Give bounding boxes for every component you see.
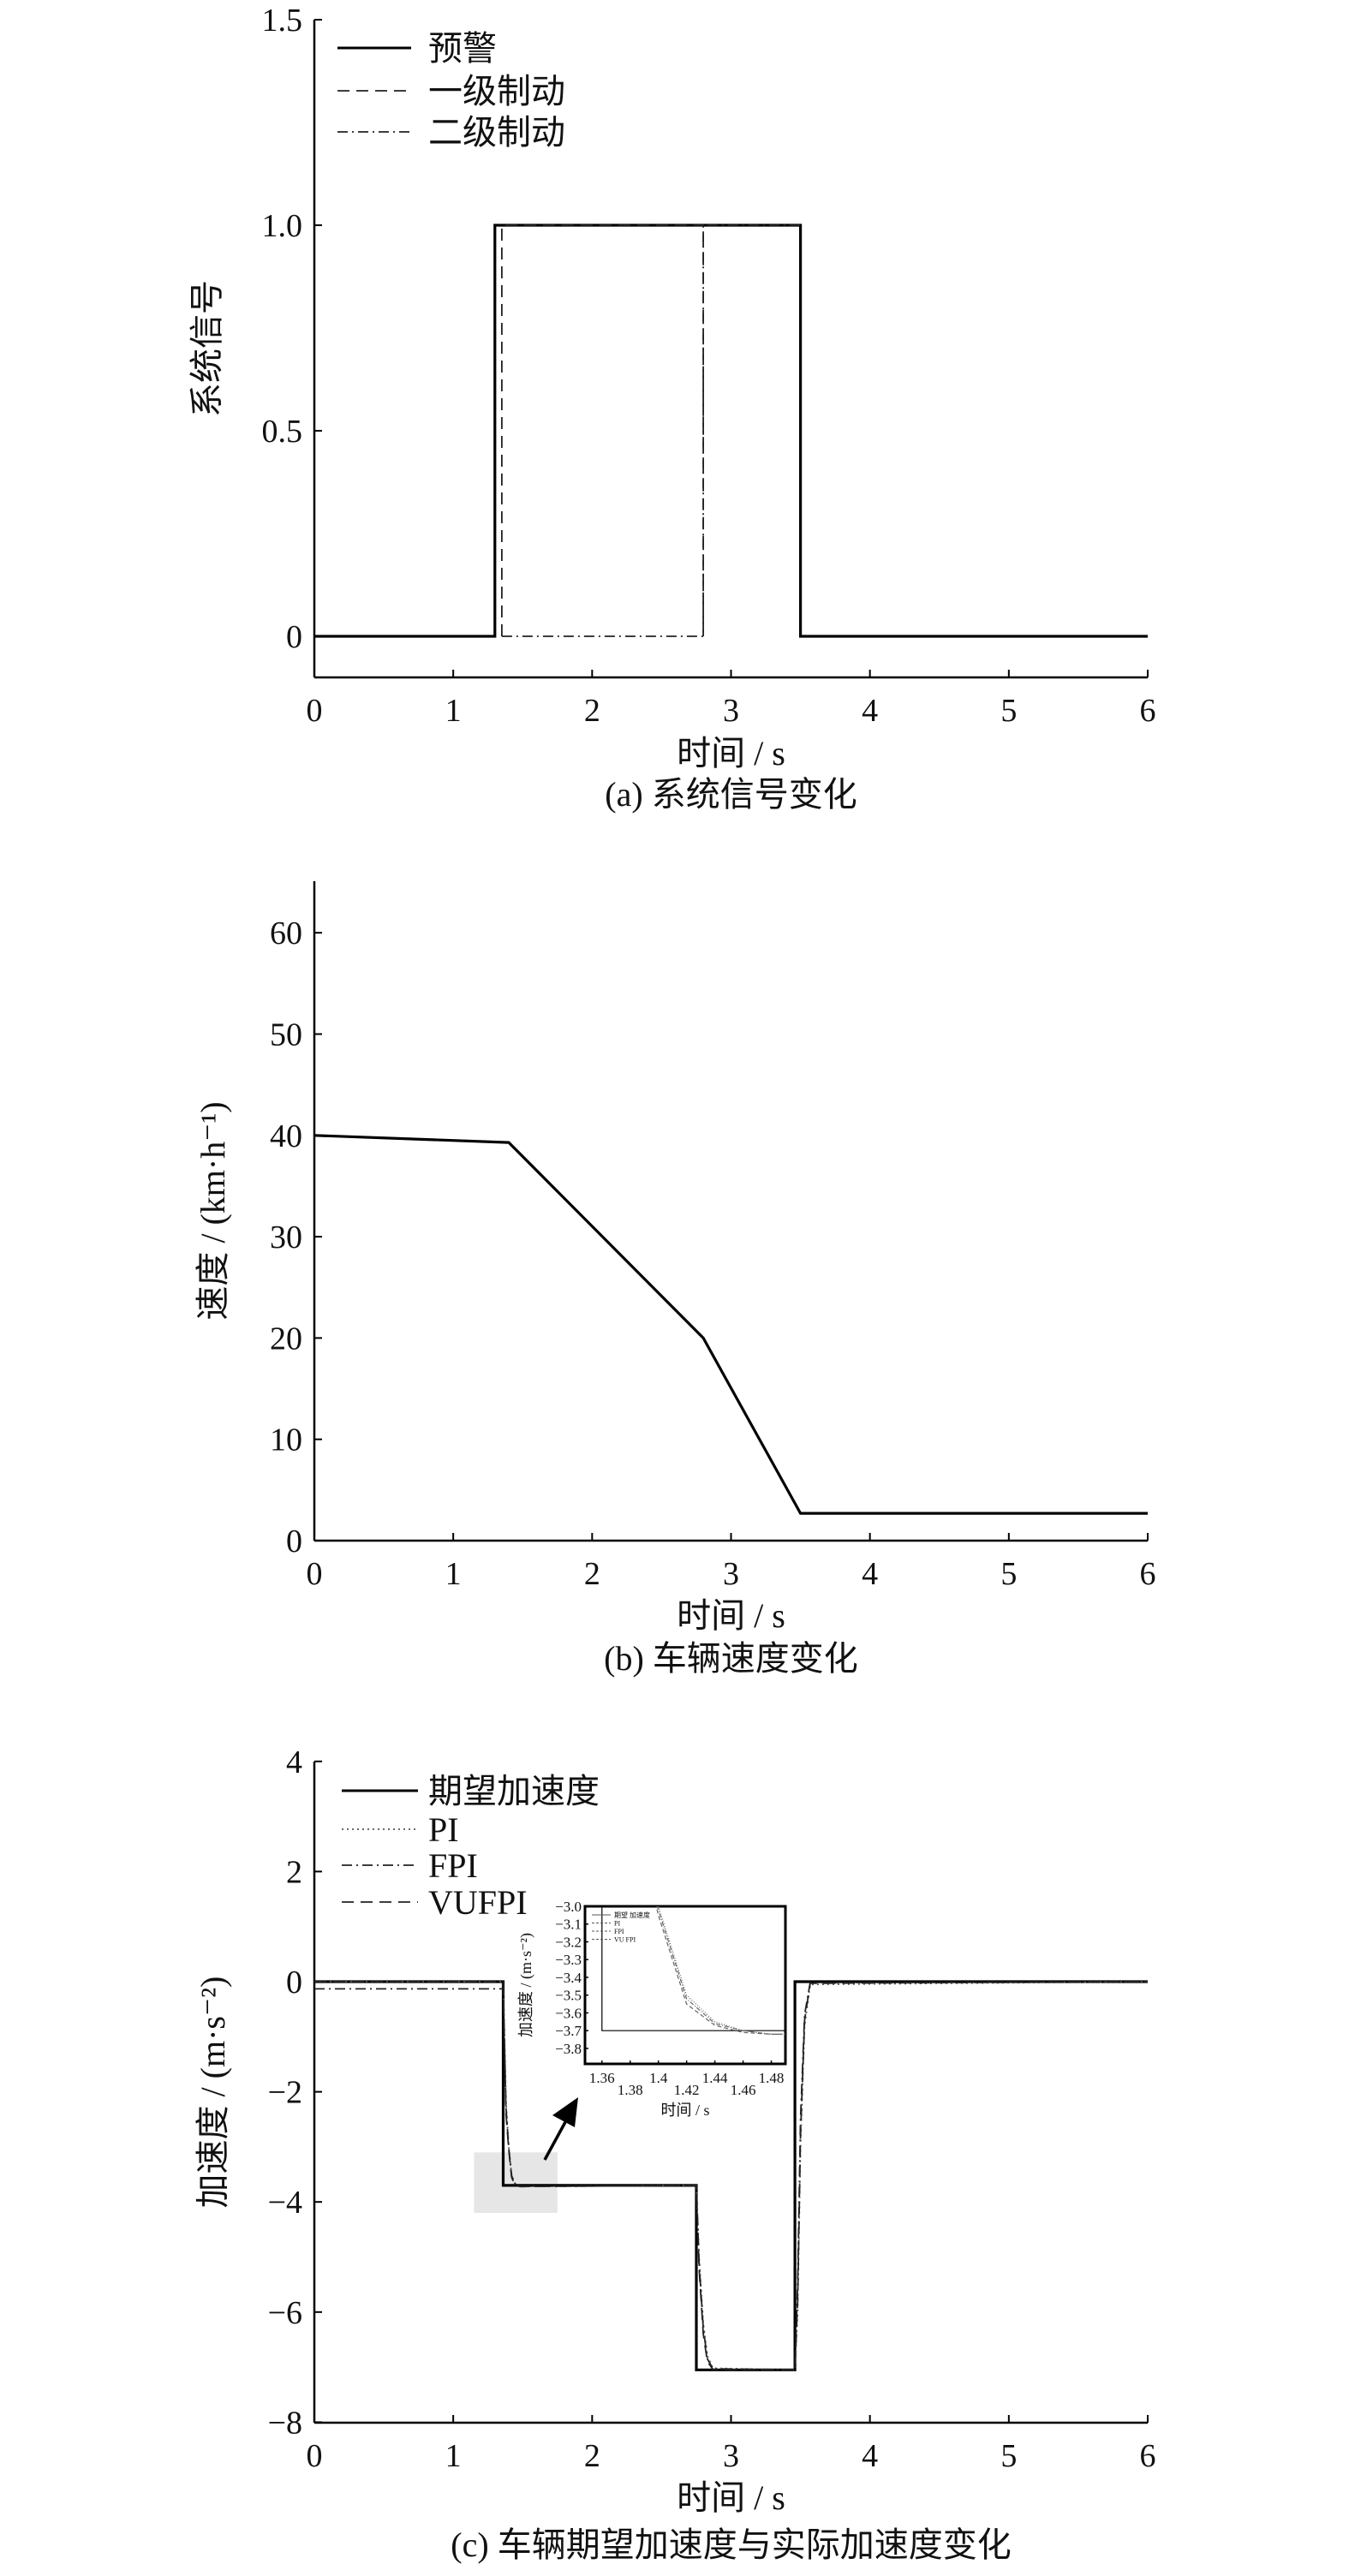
legend-label: 期望加速度	[428, 1772, 600, 1810]
inset-x-tick-label: 1.36	[589, 2070, 615, 2086]
x-tick-label: 5	[1000, 693, 1017, 729]
y-tick-label: −6	[268, 2295, 302, 2331]
x-tick-label: 5	[1000, 1556, 1017, 1592]
inset-legend-label: VU FPI	[614, 1936, 636, 1944]
y-tick-label: 1.5	[262, 3, 303, 39]
x-tick-label: 3	[723, 2438, 739, 2474]
y-tick-label: 0.5	[262, 414, 303, 450]
inset-chart: 1.361.38 1.4 1.421.441.461.48 −3.0 −3.1−3.2 −…	[517, 1899, 787, 2161]
inset-x-axis-label: 时间 / s	[660, 2102, 709, 2119]
y-tick-label: −8	[268, 2405, 302, 2441]
chart-caption: (a) 系统信号变化	[605, 775, 857, 814]
inset-y-tick-label: −3.0	[555, 1899, 582, 1915]
y-tick-label: 1.0	[262, 208, 303, 244]
inset-y-tick-label: −3.6	[555, 2005, 582, 2021]
inset-x-tick-label: 1.44	[702, 2070, 728, 2086]
x-tick-label: 0	[307, 1556, 323, 1592]
x-axis-label: 时间 / s	[677, 734, 785, 772]
series-line-一级制动	[501, 224, 704, 636]
x-axis-label: 时间 / s	[677, 2478, 785, 2517]
x-tick-label: 1	[445, 1556, 462, 1592]
inset-frame	[583, 1905, 787, 2066]
x-tick-label: 0	[307, 693, 323, 729]
y-tick-label: 50	[270, 1017, 302, 1053]
x-tick-label: 4	[862, 2438, 878, 2474]
y-axis-label: 速度 / (km·h⁻¹)	[194, 1101, 232, 1320]
legend-label: FPI	[428, 1846, 478, 1885]
inset-y-tick-label: −3.1	[555, 1917, 582, 1933]
inset-legend-label: 期望 加速度	[614, 1911, 650, 1919]
zoom-arrow-shaft	[543, 2121, 567, 2161]
inset-y-tick-label: −3.3	[555, 1952, 582, 1968]
series-line-VUFPI	[314, 1981, 1149, 2371]
inset-y-tick-label: −3.2	[555, 1934, 582, 1950]
x-tick-label: 6	[1140, 2438, 1156, 2474]
y-tick-label: 60	[270, 915, 302, 951]
inset-legend-label: FPI	[614, 1928, 624, 1935]
legend-label: PI	[428, 1810, 459, 1849]
inset-x-tick-label: 1.42	[674, 2082, 700, 2098]
y-tick-label: 30	[270, 1219, 302, 1255]
y-tick-label: 20	[270, 1321, 302, 1357]
legend-label: 二级制动	[428, 113, 565, 152]
y-tick-label: 10	[270, 1422, 302, 1458]
x-tick-label: 4	[862, 693, 878, 729]
y-tick-label: −4	[268, 2185, 302, 2221]
x-tick-label: 4	[862, 1556, 878, 1592]
series-line-二级制动	[501, 224, 801, 637]
chart-a: 0 1 2 3 4 5 6 0 0.5 1.0 1.5 时间 / s 系统信号 (a) 系统信号变化 预警一…	[188, 3, 1156, 814]
inset-legend-label: PI	[614, 1920, 620, 1928]
chart-caption: (b) 车辆速度变化	[604, 1639, 858, 1678]
legend-label: VUFPI	[428, 1883, 528, 1922]
inset-y-tick-label: −3.5	[555, 1988, 582, 2004]
y-tick-label: 0	[286, 1524, 302, 1559]
x-tick-label: 1	[445, 693, 462, 729]
x-tick-label: 2	[584, 1556, 600, 1592]
y-tick-label: 0	[286, 619, 302, 655]
inset-x-tick-label: 1.48	[759, 2070, 785, 2086]
chart-caption: (c) 车辆期望加速度与实际加速度变化	[451, 2525, 1011, 2564]
y-tick-label: −2	[268, 2075, 302, 2111]
legend-label: 预警	[428, 29, 497, 68]
y-tick-label: 40	[270, 1118, 302, 1154]
y-tick-label: 4	[286, 1744, 302, 1780]
x-tick-label: 3	[723, 693, 739, 729]
y-axis-label: 系统信号	[188, 280, 226, 417]
x-tick-label: 3	[723, 1556, 739, 1592]
zoom-arrow-head-icon	[552, 2097, 578, 2127]
x-axis-label: 时间 / s	[677, 1596, 785, 1635]
inset-y-tick-label: −3.8	[555, 2041, 582, 2057]
inset-x-tick-label: 1.46	[731, 2082, 756, 2098]
inset-y-tick-label: −3.4	[555, 1970, 582, 1986]
x-tick-label: 2	[584, 2438, 600, 2474]
x-tick-label: 0	[307, 2438, 323, 2474]
y-tick-label: 2	[286, 1854, 302, 1890]
zoom-region-highlight	[474, 2152, 558, 2214]
y-tick-label: 0	[286, 1965, 302, 2001]
inset-x-tick-label: 1.38	[618, 2082, 643, 2098]
inset-y-tick-label: −3.7	[555, 2023, 582, 2039]
x-tick-label: 5	[1000, 2438, 1017, 2474]
series-line-speed	[313, 1134, 1148, 1515]
x-tick-label: 2	[584, 693, 600, 729]
x-tick-label: 6	[1140, 1556, 1156, 1592]
chart-c: 0 1 2 3 4 5 6 −8 −6 −4 −2 0 2 4 时间 / s 加速度 / (m·s⁻²) (c)…	[194, 1744, 1156, 2564]
y-axis-label: 加速度 / (m·s⁻²)	[194, 1977, 232, 2209]
series-line-预警	[314, 224, 1148, 638]
inset-x-tick-label: 1.4	[649, 2070, 668, 2086]
x-tick-label: 6	[1140, 693, 1156, 729]
inset-y-axis-label: 加速度 / (m·s⁻²)	[517, 1933, 535, 2037]
x-tick-label: 1	[445, 2438, 462, 2474]
legend-label: 一级制动	[428, 72, 565, 110]
